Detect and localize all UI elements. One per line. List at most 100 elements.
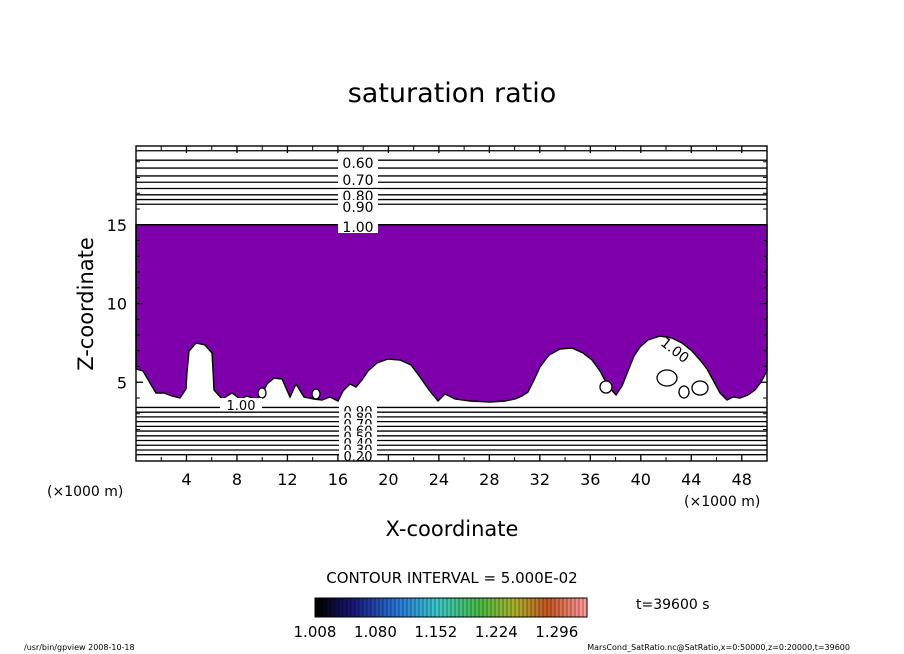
colorbar-step [503, 598, 507, 617]
colorbar-step [419, 598, 423, 617]
colorbar-step [343, 598, 347, 617]
interior-label-bg [220, 398, 262, 410]
colorbar-step [407, 598, 411, 617]
unsaturated-pocket-3 [257, 387, 267, 399]
colorbar-tick-labels: 1.008 1.080 1.152 1.224 1.296 [294, 623, 579, 641]
colorbar-step [447, 598, 451, 617]
time-label: t=39600 s [636, 597, 710, 613]
colorbar-step [539, 598, 543, 617]
colorbar-step [427, 598, 431, 617]
x-tick-label: 36 [580, 470, 600, 489]
colorbar-step [567, 598, 571, 617]
lower-label-bg [339, 424, 377, 436]
colorbar-step [323, 598, 327, 617]
colorbar-step [339, 598, 343, 617]
x-tick-label: 12 [277, 470, 297, 489]
colorbar-step [563, 598, 567, 617]
unsaturated-pockets [257, 369, 709, 400]
colorbar-tick-label: 1.152 [414, 623, 457, 641]
footer-left: /usr/bin/gpview 2008-10-18 [24, 643, 135, 652]
colorbar [314, 598, 587, 617]
lower-label-bg [339, 430, 377, 442]
x-tick-label: 48 [732, 470, 752, 489]
colorbar-step [511, 598, 515, 617]
interior-contour-label: 1.00 [227, 399, 256, 414]
upper-label-bg [338, 220, 378, 233]
colorbar-step [443, 598, 447, 617]
colorbar-step [359, 598, 363, 617]
colorbar-step [415, 598, 419, 617]
colorbar-step [399, 598, 403, 617]
lower-contour-labels: 0.900.800.700.600.500.400.300.20 [339, 405, 377, 465]
upper-label-bg [338, 156, 378, 169]
plot-area: 0.600.700.800.901.00 0.900.800.700.600.5… [107, 145, 768, 489]
upper-contour-label: 0.60 [342, 156, 373, 172]
colorbar-step [471, 598, 475, 617]
colorbar-step [507, 598, 511, 617]
y-axis-label: Z-coordinate [74, 237, 98, 371]
colorbar-step [575, 598, 579, 617]
colorbar-step [439, 598, 443, 617]
colorbar-step [495, 598, 499, 617]
x-tick-label: 20 [378, 470, 398, 489]
colorbar-step [331, 598, 335, 617]
colorbar-step [327, 598, 331, 617]
colorbar-step [347, 598, 351, 617]
colorbar-step [371, 598, 375, 617]
unsaturated-pocket-1 [691, 380, 709, 396]
colorbar-step [531, 598, 535, 617]
colorbar-step [403, 598, 407, 617]
y-unit-label: (×1000 m) [47, 484, 123, 500]
x-tick-label: 4 [181, 470, 191, 489]
colorbar-step [487, 598, 491, 617]
unsaturated-pocket-4 [311, 388, 321, 400]
colorbar-step [579, 598, 583, 617]
colorbar-step [571, 598, 575, 617]
colorbar-step [555, 598, 559, 617]
colorbar-step [459, 598, 463, 617]
colorbar-step [523, 598, 527, 617]
colorbar-tick-label: 1.080 [354, 623, 397, 641]
colorbar-step [335, 598, 339, 617]
colorbar-step [515, 598, 519, 617]
lower-label-bg [339, 450, 377, 461]
colorbar-step [463, 598, 467, 617]
colorbar-step [535, 598, 539, 617]
contour-interval-label: CONTOUR INTERVAL = 5.000E-02 [326, 569, 577, 587]
colorbar-step [455, 598, 459, 617]
lower-label-bg [339, 405, 377, 416]
x-tick-label: 32 [530, 470, 550, 489]
colorbar-step [375, 598, 379, 617]
saturation-fill-region [135, 224, 768, 403]
colorbar-step [411, 598, 415, 617]
upper-contour-label: 0.70 [342, 173, 373, 189]
unsaturated-pocket-2 [599, 380, 613, 394]
x-axis-ticks: 4 8 12 16 20 24 28 32 36 40 44 48 [160, 146, 752, 489]
colorbar-step [527, 598, 531, 617]
colorbar-step [583, 598, 587, 617]
colorbar-tick-label: 1.224 [475, 623, 518, 641]
colorbar-step [319, 598, 323, 617]
colorbar-step [435, 598, 439, 617]
y-tick-label: 15 [107, 216, 127, 235]
colorbar-frame [314, 597, 588, 618]
colorbar-step [543, 598, 547, 617]
colorbar-step [479, 598, 483, 617]
unsaturated-pocket-0 [656, 369, 678, 387]
x-tick-label: 40 [631, 470, 651, 489]
colorbar-step [499, 598, 503, 617]
colorbar-step [451, 598, 455, 617]
upper-label-bg [338, 200, 378, 213]
x-tick-label: 8 [232, 470, 242, 489]
colorbar-step [315, 598, 319, 617]
colorbar-step [519, 598, 523, 617]
colorbar-step [391, 598, 395, 617]
upper-contour-labels: 0.600.700.800.901.00 [338, 156, 378, 236]
colorbar-step [423, 598, 427, 617]
colorbar-step [547, 598, 551, 617]
colorbar-step [467, 598, 471, 617]
x-axis-label: X-coordinate [386, 517, 519, 541]
upper-label-bg [338, 189, 378, 202]
lower-label-bg [339, 417, 377, 429]
